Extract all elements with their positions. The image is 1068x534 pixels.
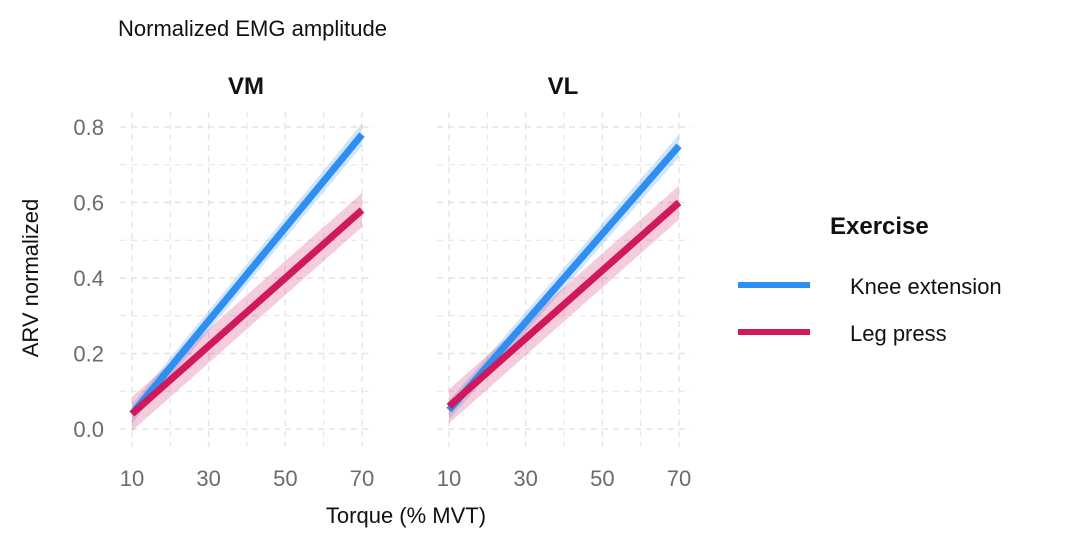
x-tick-label: 30 [513, 466, 537, 491]
facet-panel-vl: VL 10 30 50 70 [437, 73, 691, 491]
x-tick-label: 70 [350, 466, 374, 491]
facet-label-vl: VL [548, 73, 579, 100]
x-tick-label: 10 [437, 466, 461, 491]
facet-panel-vm: VM 10 30 50 70 [120, 73, 374, 491]
facet-label-vm: VM [228, 73, 264, 100]
x-tick-label: 50 [273, 466, 297, 491]
chart-title: Normalized EMG amplitude [118, 16, 387, 41]
y-tick-label: 0.6 [73, 191, 104, 216]
y-tick-label: 0.8 [73, 115, 104, 140]
x-tick-label: 50 [590, 466, 614, 491]
series-line-knee-extension [446, 143, 682, 413]
lines-vm [129, 132, 365, 417]
legend-label-knee-extension: Knee extension [850, 274, 1002, 299]
x-axis-label: Torque (% MVT) [326, 503, 486, 528]
series-line-knee-extension [129, 132, 365, 417]
x-ticks-vm: 10 30 50 70 [120, 466, 374, 491]
x-tick-label: 10 [120, 466, 144, 491]
y-axis-label: ARV normalized [18, 199, 43, 358]
series-line-leg-press [446, 199, 682, 409]
x-tick-label: 30 [196, 466, 220, 491]
y-ticks: 0.0 0.2 0.4 0.6 0.8 [73, 115, 104, 442]
legend: Exercise Knee extension Leg press [738, 213, 1002, 346]
x-tick-label: 70 [667, 466, 691, 491]
series-line-leg-press [129, 207, 365, 417]
x-ticks-vl: 10 30 50 70 [437, 466, 691, 491]
legend-title: Exercise [830, 213, 929, 240]
y-tick-label: 0.4 [73, 266, 104, 291]
y-tick-label: 0.0 [73, 417, 104, 442]
legend-label-leg-press: Leg press [850, 321, 947, 346]
y-tick-label: 0.2 [73, 342, 104, 367]
lines-vl [446, 143, 682, 413]
